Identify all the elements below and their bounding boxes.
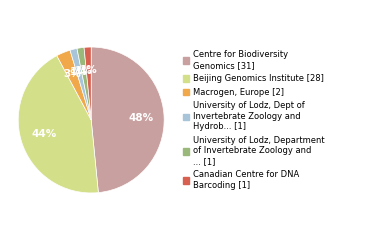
Text: 1%: 1% — [75, 66, 93, 76]
Text: 3%: 3% — [63, 69, 81, 79]
Wedge shape — [77, 47, 91, 120]
Wedge shape — [18, 56, 98, 193]
Text: 44%: 44% — [31, 129, 56, 139]
Text: 1%: 1% — [80, 66, 98, 75]
Legend: Centre for Biodiversity
Genomics [31], Beijing Genomics Institute [28], Macrogen: Centre for Biodiversity Genomics [31], B… — [183, 50, 325, 190]
Text: 48%: 48% — [128, 113, 153, 123]
Wedge shape — [91, 47, 164, 193]
Wedge shape — [70, 48, 91, 120]
Text: 1%: 1% — [70, 67, 88, 77]
Wedge shape — [57, 50, 91, 120]
Wedge shape — [84, 47, 91, 120]
